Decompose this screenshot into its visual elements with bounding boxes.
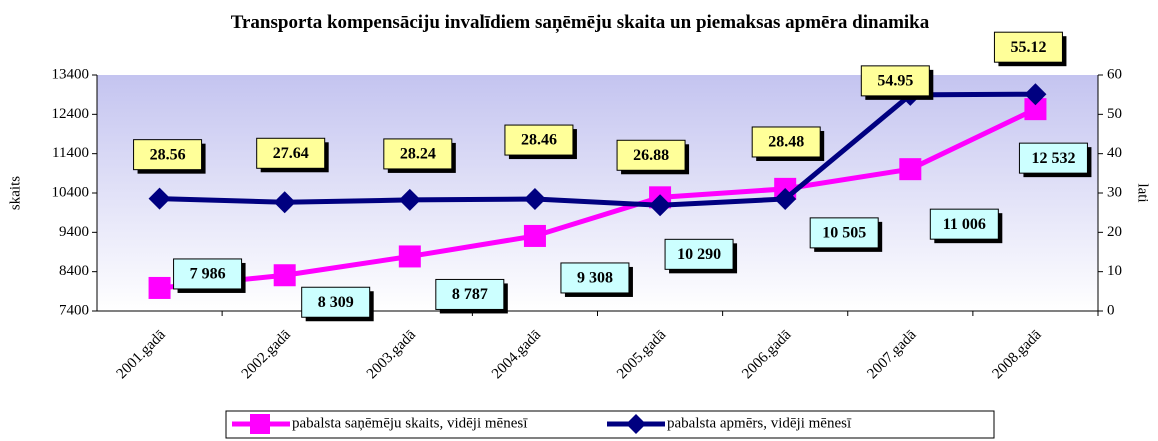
label-box <box>664 238 734 270</box>
x-tick-label: 2002.gadā <box>239 327 294 382</box>
x-tick-label: 2006.gadā <box>739 327 794 382</box>
legend-label: pabalsta apmērs, vidēji mēnesī <box>667 415 852 431</box>
x-tick-label: 2004.gadā <box>489 327 544 382</box>
label-box <box>616 139 686 171</box>
chart-title: Transporta kompensāciju invalīdiem saņēm… <box>230 12 930 33</box>
data-label: 28.24 <box>400 146 436 163</box>
label-box <box>560 262 630 294</box>
y2-tick-label: 10 <box>1107 263 1122 279</box>
y-tick-label: 8400 <box>59 263 89 279</box>
label-box <box>993 31 1063 63</box>
data-label: 28.48 <box>768 134 804 151</box>
data-label: 54.95 <box>877 73 913 90</box>
y2-tick-label: 30 <box>1107 184 1122 200</box>
x-tick-label: 2001.gadā <box>114 327 169 382</box>
point <box>1024 98 1047 121</box>
y2-tick-label: 50 <box>1107 106 1122 122</box>
y2-tick-label: 40 <box>1107 145 1122 161</box>
x-tick-label: 2008.gadā <box>989 327 1044 382</box>
label-box <box>133 139 203 171</box>
label-box <box>435 278 505 310</box>
data-label: 10 290 <box>677 246 721 263</box>
data-label: 55.12 <box>1010 39 1046 56</box>
point <box>273 264 296 287</box>
label-box <box>301 286 371 318</box>
series-line <box>159 91 1036 208</box>
label-box <box>173 258 243 290</box>
y-tick-label: 9400 <box>59 224 89 240</box>
label-box <box>809 217 879 249</box>
point <box>148 276 171 299</box>
label-box <box>929 208 999 240</box>
y2-tick-label: 60 <box>1107 66 1122 82</box>
y2-tick-label: 20 <box>1107 224 1122 240</box>
point <box>774 187 797 210</box>
y2-tick-label: 0 <box>1107 302 1115 318</box>
legend-label: pabalsta saņēmēju skaits, vidēji mēnesī <box>292 415 528 431</box>
legend-marker <box>250 414 270 434</box>
label-box <box>383 138 453 170</box>
point <box>398 245 421 268</box>
data-label: 28.46 <box>521 132 557 149</box>
point <box>899 158 922 181</box>
y2-axis-label: lati <box>1135 183 1151 202</box>
point <box>523 188 546 211</box>
point <box>649 194 672 217</box>
x-tick-label: 2005.gadā <box>614 327 669 382</box>
data-label: 11 006 <box>943 216 986 233</box>
y-tick-label: 10400 <box>52 184 90 200</box>
label-box <box>504 124 574 156</box>
data-label: 28.56 <box>150 146 186 163</box>
y-tick-label: 11400 <box>52 145 89 161</box>
y-axis-label: skaits <box>7 176 23 210</box>
data-label: 9 308 <box>577 270 613 287</box>
x-tick-label: 2003.gadā <box>364 327 419 382</box>
label-box <box>1018 142 1088 174</box>
series-line <box>159 106 1037 291</box>
data-label: 8 787 <box>452 286 488 303</box>
point <box>398 188 421 211</box>
data-label: 27.64 <box>273 145 309 162</box>
point <box>273 191 296 214</box>
data-label: 10 505 <box>822 225 866 242</box>
y-tick-label: 13400 <box>52 66 90 82</box>
y-tick-label: 12400 <box>52 106 90 122</box>
point <box>148 187 171 210</box>
data-label: 8 309 <box>318 294 354 311</box>
label-box <box>860 65 930 97</box>
data-label: 12 532 <box>1031 150 1075 167</box>
y-tick-label: 7400 <box>59 302 89 318</box>
legend-marker <box>626 414 646 434</box>
point <box>1024 83 1047 106</box>
x-tick-label: 2007.gadā <box>864 327 919 382</box>
data-label: 7 986 <box>190 266 226 283</box>
data-label: 26.88 <box>633 147 669 164</box>
point <box>523 224 546 247</box>
label-box <box>256 137 326 169</box>
label-box <box>751 126 821 158</box>
